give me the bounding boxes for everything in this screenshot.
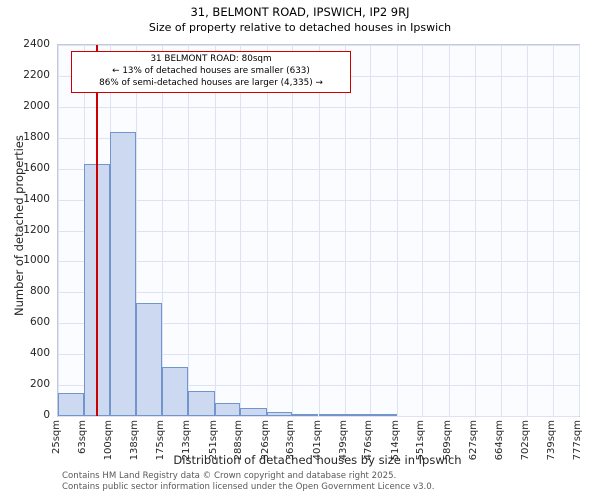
grid-line-vertical	[188, 45, 190, 416]
annotation-line-3: 86% of semi-detached houses are larger (…	[99, 77, 323, 88]
footer-line-1: Contains HM Land Registry data © Crown c…	[62, 471, 397, 481]
x-tick-label: 627sqm	[468, 420, 480, 461]
x-tick-label: 739sqm	[545, 420, 557, 461]
grid-line-vertical	[161, 45, 163, 416]
x-tick-label: 138sqm	[129, 420, 141, 461]
grid-line-vertical	[422, 45, 424, 416]
footer: Contains HM Land Registry data © Crown c…	[62, 471, 434, 492]
x-tick-label: 175sqm	[154, 420, 166, 461]
y-tick-label: 2400	[23, 38, 50, 50]
y-tick-label: 600	[29, 316, 50, 329]
annotation-line-2: ← 13% of detached houses are smaller (63…	[112, 65, 310, 76]
x-tick-label: 777sqm	[572, 420, 583, 461]
histogram-bar	[370, 414, 397, 416]
histogram-bar	[136, 303, 162, 416]
x-tick-label: 551sqm	[415, 420, 427, 461]
x-tick-label: 326sqm	[259, 420, 271, 461]
y-tick-label: 1000	[23, 254, 50, 267]
grid-line-vertical	[552, 45, 554, 416]
grid-line-horizontal	[58, 416, 579, 417]
histogram-bar	[266, 412, 293, 416]
grid-line-vertical	[292, 45, 294, 416]
histogram-bar	[214, 402, 241, 416]
grid-line-vertical	[579, 45, 580, 416]
y-tick-label: 0	[43, 409, 50, 421]
y-tick-label: 1800	[23, 130, 50, 143]
grid-line-vertical	[475, 45, 477, 416]
annotation-box: 31 BELMONT ROAD: 80sqm ← 13% of detached…	[71, 51, 351, 93]
grid-line-vertical	[448, 45, 450, 416]
grid-line-vertical	[500, 45, 502, 416]
x-tick-label: 514sqm	[389, 420, 401, 461]
x-tick-label: 213sqm	[181, 420, 193, 461]
y-tick-label: 800	[29, 285, 50, 298]
y-tick-label: 200	[29, 378, 50, 391]
y-tick-label: 2000	[23, 99, 50, 112]
grid-line-vertical	[136, 45, 138, 416]
grid-line-vertical	[527, 45, 529, 416]
histogram-bar	[188, 391, 215, 416]
histogram-bar	[292, 413, 319, 416]
histogram-bar	[161, 366, 189, 416]
x-tick-label: 288sqm	[233, 420, 245, 461]
grid-line-vertical	[396, 45, 398, 416]
footer-line-2: Contains public sector information licen…	[62, 481, 435, 492]
x-tick-label: 439sqm	[337, 420, 349, 461]
y-tick-label: 1400	[23, 192, 50, 205]
x-tick-label: 664sqm	[493, 420, 505, 461]
y-tick-label: 1200	[23, 223, 50, 236]
x-tick-label: 251sqm	[207, 420, 219, 461]
x-tick-label: 476sqm	[363, 420, 375, 461]
x-tick-label: 25sqm	[51, 420, 62, 455]
chart-title: 31, BELMONT ROAD, IPSWICH, IP2 9RJ	[190, 5, 410, 19]
x-tick-label: 702sqm	[520, 420, 532, 461]
histogram-bar	[344, 414, 371, 416]
y-tick-label: 1600	[23, 161, 50, 174]
x-tick-label: 363sqm	[285, 420, 297, 461]
property-marker-line	[96, 45, 98, 416]
grid-line-vertical	[370, 45, 372, 416]
grid-line-vertical	[318, 45, 320, 416]
y-tick-label: 2200	[23, 68, 50, 81]
histogram-bar	[240, 407, 267, 416]
grid-line-vertical	[214, 45, 216, 416]
y-tick-label: 400	[29, 347, 50, 360]
grid-line-vertical	[240, 45, 242, 416]
x-axis-title: Distribution of detached houses by size …	[173, 453, 462, 467]
histogram-bar	[318, 414, 345, 416]
histogram-bar	[109, 131, 137, 416]
grid-line-vertical	[266, 45, 268, 416]
annotation-line-1: 31 BELMONT ROAD: 80sqm	[150, 54, 272, 64]
grid-line-vertical	[58, 45, 59, 416]
grid-line-vertical	[344, 45, 346, 416]
x-tick-label: 589sqm	[441, 420, 453, 461]
x-tick-label: 63sqm	[77, 420, 89, 455]
histogram-bar	[58, 392, 85, 416]
x-tick-label: 100sqm	[102, 420, 114, 461]
x-tick-label: 401sqm	[311, 420, 323, 461]
plot-area: 31 BELMONT ROAD: 80sqm ← 13% of detached…	[57, 44, 580, 417]
chart-subtitle: Size of property relative to detached ho…	[148, 21, 452, 34]
